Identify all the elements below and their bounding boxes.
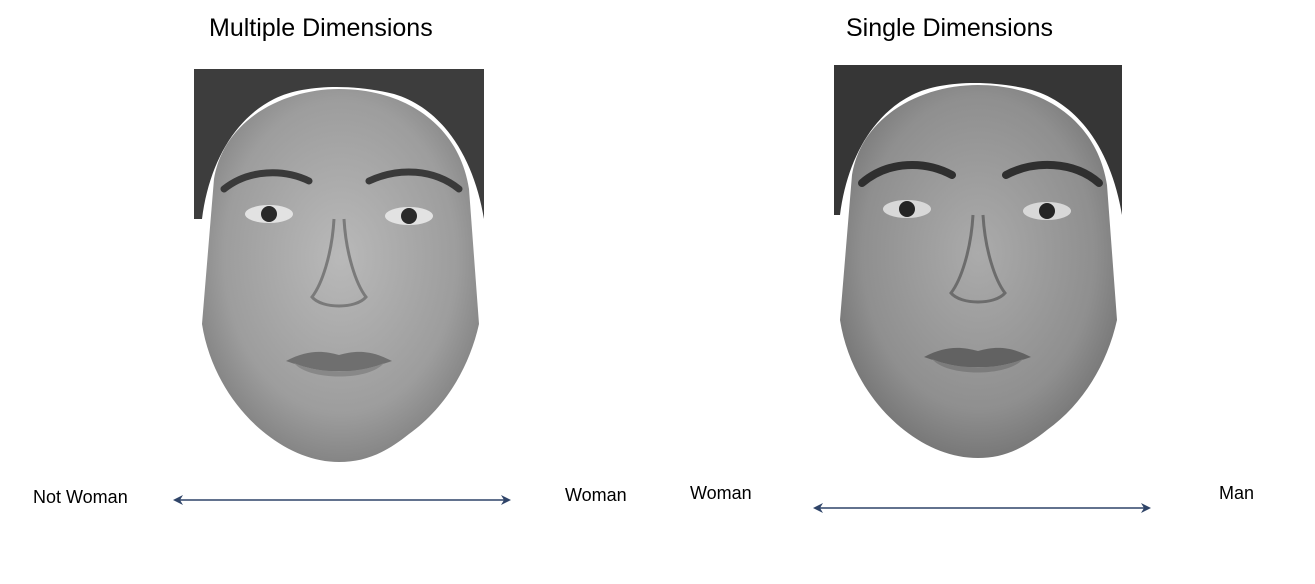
face-photo [194, 69, 484, 462]
scale-start-label: Woman [690, 483, 752, 503]
scale-start-label: Not Woman [33, 487, 128, 507]
double-headed-arrow-icon [172, 493, 512, 507]
scale-end-label: Man [1219, 483, 1255, 503]
double-headed-arrow-icon [812, 501, 1152, 515]
scale-end-label: Woman [565, 485, 627, 505]
panel-title: Multiple Dimensions [209, 14, 433, 42]
face-photo [834, 65, 1122, 458]
panel-title: Single Dimensions [846, 14, 1054, 42]
